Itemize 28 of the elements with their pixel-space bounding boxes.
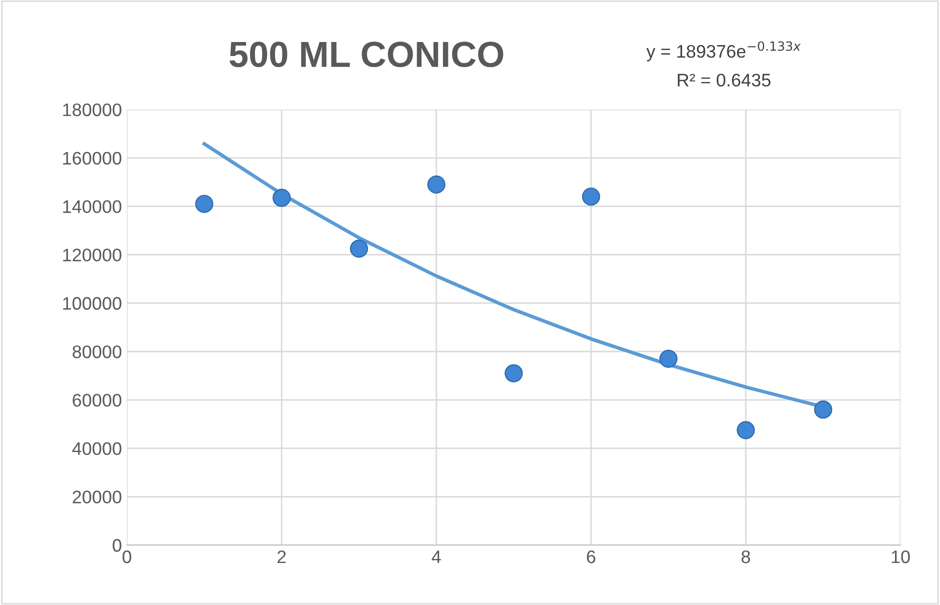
x-tick-label: 8 [742,550,750,564]
point [814,400,832,419]
y-tick-label: 20000 [72,490,122,504]
y-tick-label: 40000 [72,442,122,456]
x-tick-label: 0 [122,550,132,564]
y-tick-label: 120000 [63,248,122,262]
y-tick-label: 60000 [72,394,122,407]
point [272,188,291,207]
text: y = 189376e$^{−0.133x}$ [646,41,801,62]
y-tick-label: 180000 [63,103,122,116]
point [427,175,446,194]
chart-title: 500 ML CONICO [230,42,504,68]
x-tick-label: 4 [432,550,441,564]
point [659,350,678,368]
x-tick-label: 6 [586,550,596,564]
y-tick-label: 100000 [63,297,122,310]
y-tick-label: 160000 [63,152,122,165]
text: R² = 0.6435 [678,74,770,87]
y-tick-label: 80000 [72,345,122,358]
point [350,240,368,258]
point [195,194,214,213]
x-tick-label: 2 [278,550,286,564]
x-tick-label: 10 [892,550,910,564]
point [736,421,755,440]
point [582,188,600,206]
y-tick-label: 0 [112,539,122,552]
point [504,364,523,382]
y-tick-label: 140000 [63,200,122,214]
